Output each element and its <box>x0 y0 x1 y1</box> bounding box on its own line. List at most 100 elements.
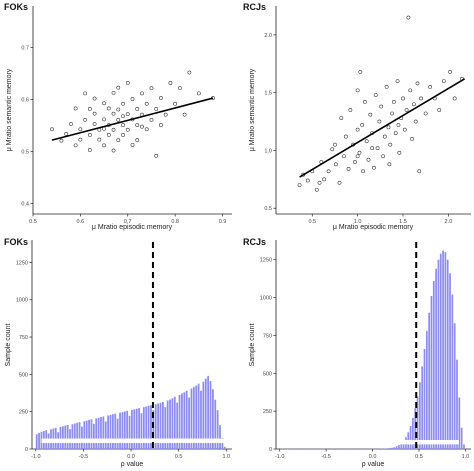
histogram-bar <box>419 382 421 449</box>
x-tick-label: 0.5 <box>175 454 183 460</box>
scatter-point <box>130 142 135 147</box>
scatter-point <box>333 162 338 167</box>
histogram-bar <box>123 411 126 449</box>
histogram-bar <box>178 394 181 449</box>
scatter-point <box>441 79 446 84</box>
histogram-bar <box>92 423 95 449</box>
y-tick-label: 2.0 <box>264 33 272 39</box>
histogram-bar <box>391 447 393 449</box>
x-tick-label: 1.0 <box>222 454 230 460</box>
histogram-bar <box>83 421 86 449</box>
x-ticks: 0.5 1.0 1.5 2.0 <box>308 214 452 225</box>
scatter-points <box>297 15 464 192</box>
panel-foks-scatter: FOKs 0.5 0.6 0.7 0.8 0.9 0.4 0.5 0.6 0.7 μ Mrat… <box>4 2 232 231</box>
y-tick-label: 0.6 <box>21 98 29 104</box>
scatter-point <box>355 127 360 132</box>
histogram-bar <box>435 268 437 449</box>
histogram-bar <box>207 375 210 449</box>
scatter-point <box>125 112 130 117</box>
histogram-bar <box>202 381 205 449</box>
scatter-point <box>111 111 116 116</box>
scatter-point <box>144 127 149 132</box>
histogram-bar <box>97 417 100 449</box>
scatter-point <box>83 117 88 122</box>
histogram-bar <box>416 396 419 449</box>
scatter-point <box>59 138 64 143</box>
y-axis-label: μ Mratio semantic memory <box>6 68 13 151</box>
histogram-bar <box>95 418 98 449</box>
histogram-bar <box>162 401 164 449</box>
scatter-point <box>377 119 382 124</box>
scatter-point <box>419 96 424 101</box>
scatter-point <box>121 101 125 106</box>
histogram-bar <box>395 446 398 449</box>
histogram-bar <box>112 414 114 449</box>
y-tick-label: 0.4 <box>21 202 29 208</box>
scatter-point <box>69 122 73 126</box>
x-tick-label: -1.0 <box>275 454 284 460</box>
x-tick-label: -0.5 <box>321 454 330 460</box>
histogram-bar <box>54 427 57 449</box>
histogram-bar <box>190 388 193 449</box>
scatter-point <box>121 114 125 119</box>
histogram-bar <box>166 400 169 449</box>
x-tick-label: 0.6 <box>77 219 85 225</box>
scatter-point <box>417 169 422 174</box>
x-tick-label: 0.0 <box>369 454 377 460</box>
scatter-point <box>121 133 125 137</box>
scatter-point <box>337 180 342 185</box>
histogram-bar <box>197 383 200 449</box>
scatter-point <box>314 187 319 192</box>
regression-line <box>299 78 466 178</box>
histogram-bar <box>463 444 465 449</box>
confidence-interval-bar <box>41 438 224 443</box>
scatter-point <box>135 123 140 127</box>
scatter-point <box>106 133 111 137</box>
scatter-point <box>415 81 420 86</box>
histogram-bar <box>214 399 217 449</box>
scatter-point <box>379 104 384 109</box>
scatter-point <box>64 132 69 136</box>
x-tick-label: 1.5 <box>399 219 407 225</box>
x-tick-label: 0.0 <box>127 454 135 460</box>
histogram-bar <box>209 381 212 449</box>
scatter-point <box>125 81 130 85</box>
x-tick-label: 1.0 <box>462 454 470 460</box>
scatter-point <box>116 138 121 143</box>
scatter-point <box>413 119 418 124</box>
scatter-point <box>406 15 411 20</box>
histogram-bar <box>135 408 138 449</box>
x-axis-label: ρ value <box>362 461 385 468</box>
panel-title: FOKs <box>4 2 28 12</box>
y-tick-label: 0.5 <box>264 206 272 212</box>
histogram-bar <box>449 273 451 449</box>
scatter-point <box>428 84 433 89</box>
scatter-point <box>355 88 360 93</box>
x-ticks: -1.0 -0.5 0.0 0.5 1.0 <box>275 449 469 460</box>
scatter-point <box>111 90 116 95</box>
scatter-point <box>317 180 322 185</box>
histogram-bar <box>171 398 174 449</box>
histogram-bar <box>71 424 74 449</box>
scatter-point <box>116 117 121 122</box>
x-tick-label: 1.0 <box>354 219 362 225</box>
scatter-point <box>78 137 83 142</box>
scatter-point <box>87 107 92 111</box>
scatter-point <box>111 148 116 153</box>
scatter-point <box>50 127 54 132</box>
scatter-point <box>149 86 154 91</box>
histogram-bar <box>388 448 391 449</box>
histogram-bars <box>279 250 465 450</box>
y-tick-label: 0.7 <box>21 46 29 52</box>
x-tick-label: -1.0 <box>31 454 40 460</box>
scatter-point <box>154 153 159 158</box>
scatter-point <box>135 107 140 111</box>
histogram-bar <box>425 330 428 449</box>
x-axis-label: μ Mratio episodic memory <box>333 224 414 231</box>
histogram-bar <box>140 413 143 449</box>
histogram-bar <box>159 402 162 449</box>
histogram-bar <box>147 405 150 449</box>
histogram-bar <box>85 420 88 449</box>
histogram-bar <box>78 422 81 449</box>
x-tick-label: 2.0 <box>444 219 452 225</box>
